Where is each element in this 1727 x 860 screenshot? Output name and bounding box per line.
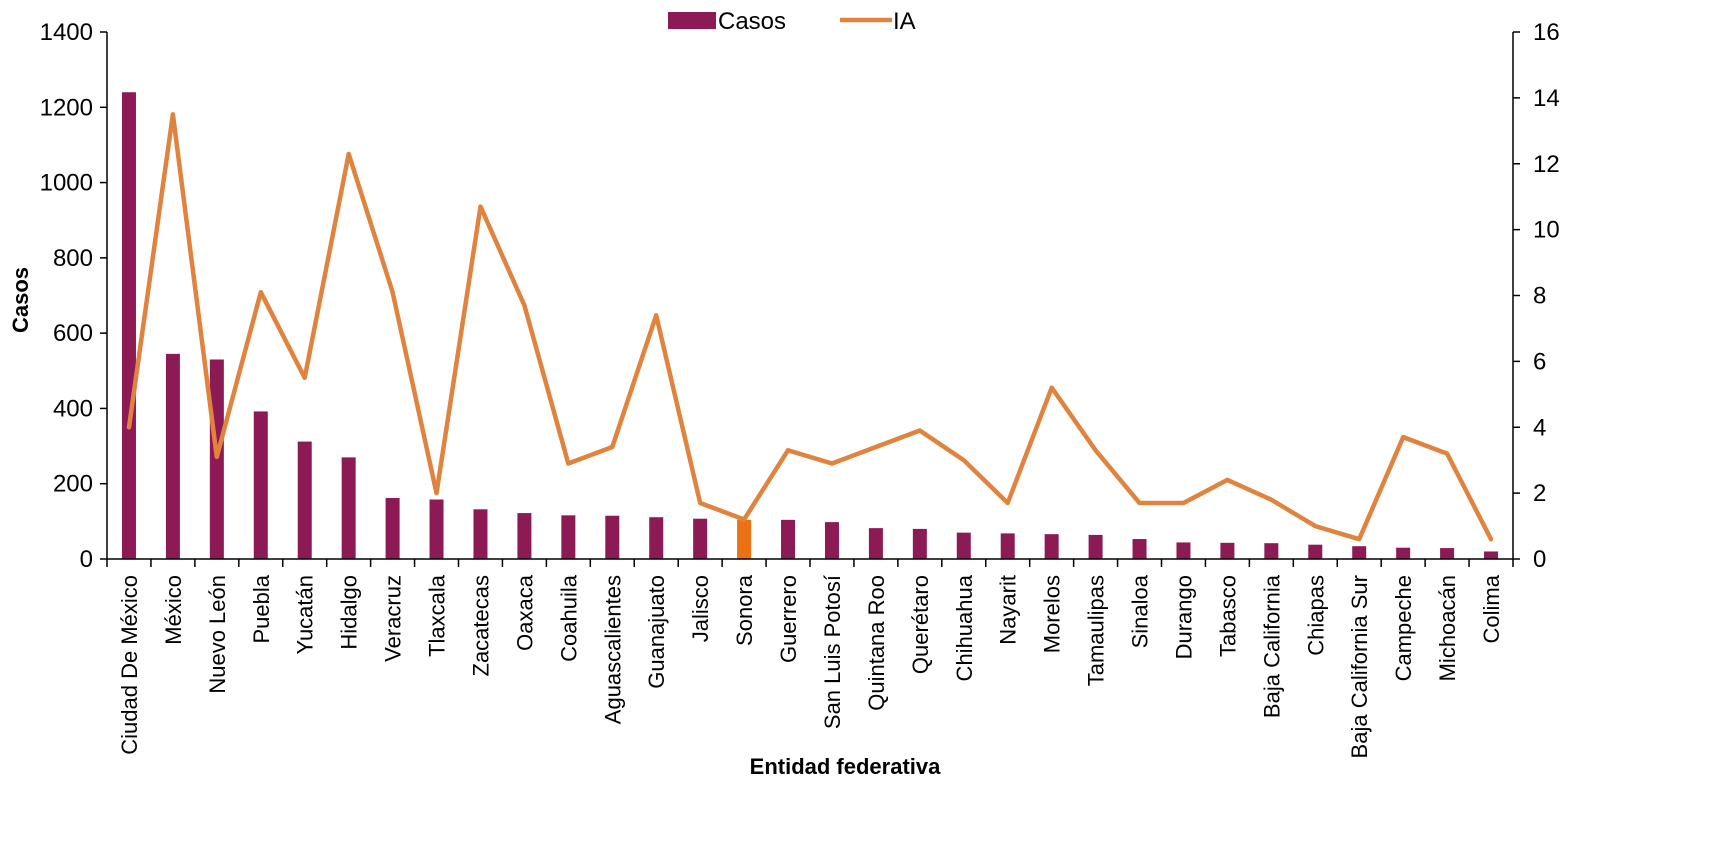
- bar-casos-nuevo-leon: [210, 359, 224, 559]
- bar-casos-ciudad-de-mexico: [122, 92, 136, 559]
- bar-casos-nayarit: [1001, 533, 1015, 559]
- x-tick-label-sonora: Sonora: [732, 574, 757, 646]
- bar-casos-aguascalientes: [605, 516, 619, 559]
- bar-casos-tabasco: [1220, 543, 1234, 559]
- bar-casos-baja-california-sur: [1352, 546, 1366, 559]
- x-tick-label-morelos: Morelos: [1040, 575, 1065, 653]
- legend-swatch-casos: [668, 12, 716, 29]
- x-tick-label-queretaro: Querétaro: [908, 575, 933, 674]
- bar-casos-queretaro: [913, 529, 927, 559]
- x-tick-label-coahuila: Coahuila: [556, 574, 581, 662]
- x-tick-label-veracruz: Veracruz: [381, 575, 406, 662]
- bar-casos-durango: [1176, 542, 1190, 559]
- bar-casos-quintana-roo: [869, 528, 883, 559]
- bar-casos-hidalgo: [342, 457, 356, 559]
- bar-casos-veracruz: [386, 498, 400, 559]
- y-tick-label-left: 600: [53, 320, 93, 347]
- x-tick-label-campeche: Campeche: [1391, 575, 1416, 681]
- x-tick-label-durango: Durango: [1171, 575, 1196, 659]
- x-tick-label-colima: Colima: [1479, 574, 1504, 643]
- bar-casos-oaxaca: [517, 513, 531, 559]
- bar-casos-baja-california: [1264, 543, 1278, 559]
- x-tick-label-chiapas: Chiapas: [1303, 575, 1328, 656]
- bar-casos-mexico: [166, 354, 180, 559]
- x-tick-label-michoacan: Michoacán: [1435, 575, 1460, 681]
- bar-casos-sonora: [737, 520, 751, 559]
- y-tick-label-right: 2: [1533, 480, 1546, 507]
- y-tick-label-left: 1000: [40, 170, 93, 197]
- bar-casos-tamaulipas: [1089, 535, 1103, 559]
- labels-layer: 0 200 400 600 800 1000 1200 1400 0 2 4 6 8 10 12 14 16 Ci…: [40, 19, 1560, 758]
- x-tick-label-san-luis-potosi: San Luis Potosí: [820, 575, 845, 729]
- x-tick-label-tabasco: Tabasco: [1215, 575, 1240, 657]
- bar-casos-chiapas: [1308, 545, 1322, 559]
- line-layer: [129, 114, 1491, 539]
- y-tick-label-right: 14: [1533, 85, 1560, 112]
- legend-label-casos: Casos: [718, 8, 786, 35]
- bar-casos-jalisco: [693, 519, 707, 559]
- x-tick-label-jalisco: Jalisco: [688, 575, 713, 642]
- x-tick-label-tamaulipas: Tamaulipas: [1084, 575, 1109, 686]
- x-tick-label-aguascalientes: Aguascalientes: [600, 575, 625, 724]
- axes-layer: [100, 32, 1520, 567]
- y-tick-label-right: 8: [1533, 283, 1546, 310]
- x-tick-label-baja-california: Baja California: [1259, 574, 1284, 718]
- bar-casos-michoacan: [1440, 548, 1454, 559]
- bar-casos-guanajuato: [649, 517, 663, 559]
- x-tick-label-tlaxcala: Tlaxcala: [425, 574, 450, 657]
- bar-casos-yucatan: [298, 442, 312, 559]
- y-tick-label-right: 4: [1533, 414, 1546, 441]
- y-tick-label-right: 6: [1533, 348, 1546, 375]
- legend-label-ia: IA: [893, 8, 916, 35]
- bars-layer: [122, 92, 1498, 559]
- x-tick-label-mexico: México: [161, 575, 186, 645]
- x-tick-label-hidalgo: Hidalgo: [337, 575, 362, 650]
- x-tick-label-sinaloa: Sinaloa: [1128, 574, 1153, 648]
- x-tick-label-nayarit: Nayarit: [996, 575, 1021, 645]
- y-tick-label-right: 0: [1533, 546, 1546, 573]
- x-tick-label-ciudad-de-mexico: Ciudad De México: [117, 575, 142, 755]
- bar-casos-guerrero: [781, 520, 795, 559]
- y-tick-label-left: 800: [53, 245, 93, 272]
- y-tick-label-left: 1200: [40, 94, 93, 121]
- bar-casos-morelos: [1045, 534, 1059, 559]
- x-tick-label-nuevo-leon: Nuevo León: [205, 575, 230, 694]
- x-tick-label-guerrero: Guerrero: [776, 575, 801, 663]
- bar-casos-sinaloa: [1133, 539, 1147, 559]
- y-tick-label-left: 1400: [40, 19, 93, 46]
- y-axis-title: Casos: [8, 267, 33, 333]
- bar-casos-zacatecas: [473, 509, 487, 559]
- y-tick-label-left: 200: [53, 471, 93, 498]
- bar-casos-tlaxcala: [430, 500, 444, 559]
- y-tick-label-right: 12: [1533, 151, 1560, 178]
- y-tick-label-left: 0: [80, 546, 93, 573]
- y-tick-label-left: 400: [53, 395, 93, 422]
- bar-casos-campeche: [1396, 548, 1410, 559]
- x-tick-label-guanajuato: Guanajuato: [644, 575, 669, 689]
- x-tick-label-puebla: Puebla: [249, 574, 274, 643]
- bar-casos-san-luis-potosi: [825, 522, 839, 559]
- x-tick-label-baja-california-sur: Baja California Sur: [1347, 575, 1372, 758]
- x-tick-label-zacatecas: Zacatecas: [468, 575, 493, 677]
- line-series-ia: [129, 114, 1491, 539]
- bar-casos-chihuahua: [957, 533, 971, 559]
- y-tick-label-right: 16: [1533, 19, 1560, 46]
- bar-casos-coahuila: [561, 515, 575, 559]
- x-tick-label-yucatan: Yucatán: [293, 575, 318, 655]
- bar-casos-puebla: [254, 411, 268, 559]
- legend: Casos IA: [668, 8, 916, 35]
- bar-casos-colima: [1484, 551, 1498, 559]
- x-tick-label-chihuahua: Chihuahua: [952, 574, 977, 681]
- x-tick-label-oaxaca: Oaxaca: [512, 574, 537, 651]
- x-tick-label-quintana-roo: Quintana Roo: [864, 575, 889, 711]
- y-tick-label-right: 10: [1533, 217, 1560, 244]
- x-axis-title: Entidad federativa: [750, 754, 941, 779]
